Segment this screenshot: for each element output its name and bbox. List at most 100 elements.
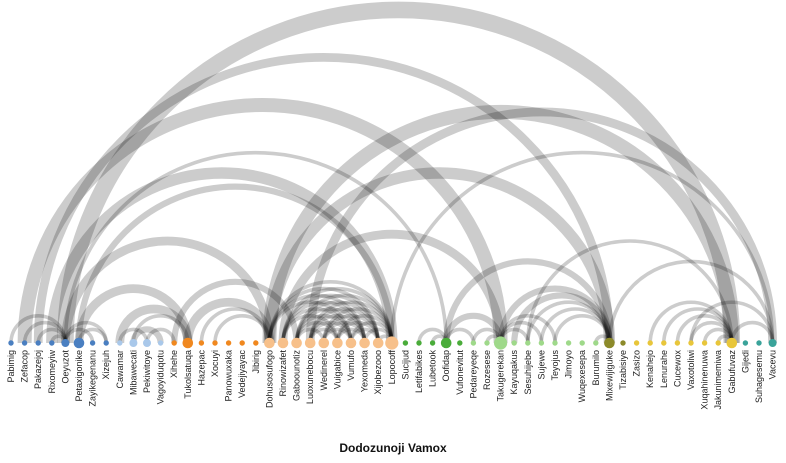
node-marker bbox=[225, 340, 232, 346]
node-marker bbox=[21, 340, 28, 346]
node-marker bbox=[198, 340, 205, 346]
node-label: Hazepac bbox=[196, 350, 206, 386]
node-label: Jimoyo bbox=[564, 350, 574, 379]
arc-link bbox=[278, 229, 505, 344]
arc-link bbox=[131, 314, 190, 344]
arc-link bbox=[118, 327, 149, 344]
node-marker bbox=[742, 340, 749, 346]
node-marker bbox=[372, 337, 384, 349]
node-label: Suhagesemu bbox=[754, 350, 764, 403]
arc-link bbox=[294, 307, 367, 344]
arc-link bbox=[61, 236, 274, 344]
node-label: Tukolsatuqa bbox=[183, 350, 193, 399]
arc-link bbox=[267, 280, 394, 344]
arc-link bbox=[730, 320, 775, 344]
node-label: Zayikegenanu bbox=[88, 350, 98, 407]
diagram-title: Dodozunoji Vamox bbox=[339, 441, 447, 455]
node-marker bbox=[212, 340, 218, 346]
arc-link bbox=[199, 307, 272, 344]
node-marker bbox=[332, 337, 343, 349]
arc-link bbox=[17, 98, 508, 344]
node-marker bbox=[385, 336, 399, 350]
node-label: Letifabikes bbox=[414, 350, 424, 394]
arc-link bbox=[294, 320, 340, 344]
arc-link bbox=[294, 293, 394, 344]
node-label: Kenahejo bbox=[645, 350, 655, 388]
node-marker bbox=[470, 340, 477, 346]
node-label: Gabufuvaz bbox=[727, 350, 737, 394]
node-marker bbox=[264, 337, 275, 349]
arc-link bbox=[675, 314, 734, 344]
node-marker bbox=[768, 339, 777, 347]
node-marker bbox=[674, 340, 681, 346]
arc-link bbox=[263, 167, 616, 344]
arc-link bbox=[322, 314, 380, 344]
arc-link bbox=[308, 300, 394, 344]
node-marker bbox=[359, 337, 370, 349]
node-marker bbox=[715, 340, 721, 346]
arc-link bbox=[305, 107, 777, 344]
node-label: Rozesese bbox=[482, 350, 492, 390]
node-marker bbox=[143, 339, 151, 347]
arc-link bbox=[648, 300, 734, 344]
arc-link bbox=[498, 320, 544, 344]
arc-link bbox=[607, 259, 775, 344]
arc-link bbox=[171, 278, 300, 344]
node-marker bbox=[525, 340, 531, 346]
arc-link bbox=[539, 307, 612, 344]
node-marker bbox=[440, 337, 452, 349]
arc-link bbox=[443, 312, 504, 344]
node-marker bbox=[171, 340, 177, 346]
node-label: Sesuhijebe bbox=[523, 350, 533, 395]
arc-link bbox=[390, 150, 775, 344]
arc-links bbox=[9, 1, 777, 344]
node-marker bbox=[593, 340, 599, 346]
node-markers bbox=[8, 336, 777, 350]
arc-link bbox=[511, 292, 613, 344]
arc-link bbox=[22, 320, 68, 344]
arc-link bbox=[443, 258, 613, 344]
node-label: Pakazejoj bbox=[33, 350, 43, 389]
node-marker bbox=[661, 340, 667, 346]
arc-link bbox=[335, 314, 394, 344]
node-marker bbox=[538, 340, 545, 346]
node-label: Jakunimemiwa bbox=[713, 350, 723, 410]
node-label: Vagoyiduqotu bbox=[156, 350, 166, 404]
node-label: Panowuxaka bbox=[224, 350, 234, 402]
arc-link bbox=[115, 304, 193, 344]
node-labels: Pabimig Zefacop Pakazejoj Rixomeyiw Oeyuzot P… bbox=[6, 350, 778, 410]
node-label: Vuigabice bbox=[332, 350, 342, 389]
node-marker bbox=[416, 340, 422, 346]
node-label: Xizejuh bbox=[101, 350, 111, 380]
node-label: Dohusosufogo bbox=[264, 350, 274, 408]
arc-link bbox=[281, 286, 394, 344]
node-label: Zasizo bbox=[632, 350, 642, 377]
node-label: Takugerekan bbox=[496, 350, 506, 402]
arc-link bbox=[308, 307, 380, 344]
node-marker bbox=[429, 340, 436, 346]
node-label: Xijobezooo bbox=[373, 350, 383, 395]
node-label: Xuqahinenuwa bbox=[700, 350, 710, 410]
node-marker bbox=[182, 337, 194, 349]
arc-link bbox=[267, 286, 380, 344]
node-marker bbox=[345, 337, 357, 349]
node-marker bbox=[726, 337, 738, 349]
arc-link bbox=[349, 320, 394, 344]
node-label: Burumilo bbox=[591, 350, 601, 386]
node-marker bbox=[604, 337, 615, 349]
node-label: Petaxigonike bbox=[74, 350, 84, 402]
arc-link bbox=[294, 300, 380, 344]
arc-link bbox=[308, 314, 367, 344]
node-label: Pedareyeqe bbox=[468, 350, 478, 399]
node-marker bbox=[552, 340, 558, 346]
node-label: Lubetook bbox=[428, 350, 438, 388]
arc-link bbox=[281, 314, 340, 344]
arc-link bbox=[497, 285, 613, 344]
arc-link bbox=[281, 300, 367, 344]
arc-link bbox=[46, 167, 398, 344]
arc-link bbox=[33, 53, 614, 344]
node-label: Oeyuzot bbox=[60, 350, 70, 384]
node-label: Tizabisiye bbox=[618, 350, 628, 390]
node-label: Vumufo bbox=[346, 350, 356, 381]
